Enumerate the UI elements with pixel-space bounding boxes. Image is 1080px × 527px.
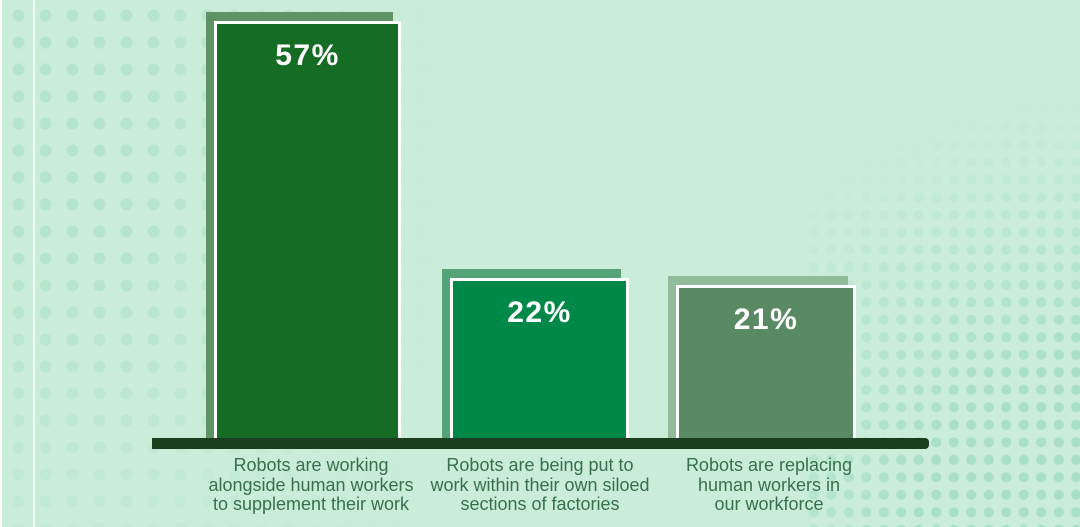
value-label: 57% — [275, 39, 340, 72]
category-label-line: Robots are replacing — [685, 455, 853, 475]
bar-fill: 21% — [676, 285, 856, 439]
bar-robots-replacing-workers: 21% — [668, 276, 856, 439]
category-label-line: our workforce — [714, 494, 824, 514]
category-label-line: alongside human workers — [208, 474, 414, 495]
bar-robots-supplement-work: 57% — [206, 12, 401, 439]
left-edge-strip — [0, 0, 2, 527]
category-label-replacing-workers: Robots are replacing human workers in ou… — [634, 455, 904, 515]
category-label-line: human workers in — [697, 474, 841, 495]
category-label-line: Robots are working — [233, 455, 389, 475]
value-label: 21% — [733, 303, 799, 336]
bar-fill: 57% — [214, 21, 401, 439]
category-label-line: to supplement their work — [212, 494, 410, 514]
x-axis-baseline — [152, 438, 929, 449]
category-label-line: sections of factories — [460, 494, 620, 514]
bar-robots-siloed-sections: 22% — [442, 269, 629, 439]
category-label-siloed-sections: Robots are being put to work within thei… — [405, 455, 675, 515]
background-seam-line — [33, 0, 35, 527]
value-label: 22% — [507, 296, 572, 329]
category-label-supplement-work: Robots are working alongside human worke… — [176, 455, 446, 515]
category-label-line: Robots are being put to — [446, 455, 634, 475]
category-label-line: work within their own siloed — [430, 474, 650, 495]
bar-fill: 22% — [450, 278, 629, 439]
